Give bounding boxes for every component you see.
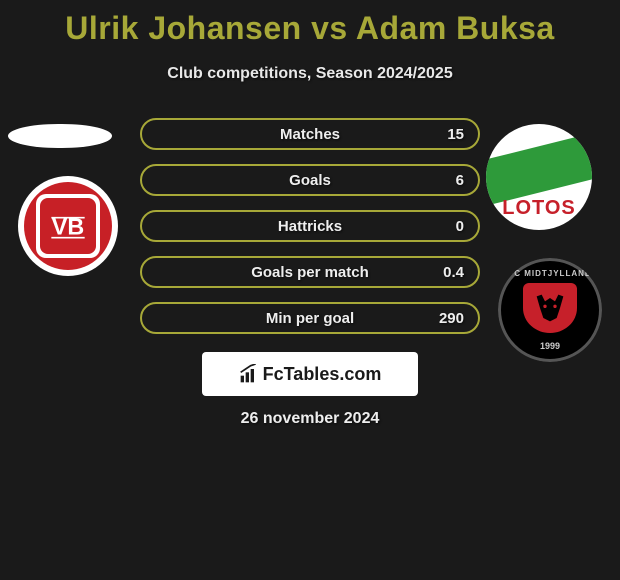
lotos-label: LOTOS: [486, 197, 592, 220]
vb-text-icon: VB: [43, 209, 93, 243]
stat-label: Min per goal: [266, 310, 354, 327]
badge-midtjylland-icon: FC MIDTJYLLAND 1999: [498, 258, 602, 362]
fctables-label: FcTables.com: [263, 364, 382, 385]
stat-row: Min per goal 290: [140, 302, 480, 334]
stat-label: Goals: [289, 172, 331, 189]
stat-value: 6: [456, 172, 464, 189]
page-title: Ulrik Johansen vs Adam Buksa: [0, 0, 620, 47]
midt-year-label: 1999: [501, 341, 599, 351]
stat-row: Goals 6: [140, 164, 480, 196]
stat-label: Goals per match: [251, 264, 369, 281]
fctables-link[interactable]: FcTables.com: [202, 352, 418, 396]
wolf-icon: [533, 293, 567, 323]
badge-lechia-icon: LOTOS: [486, 124, 592, 230]
date-label: 26 november 2024: [0, 410, 620, 428]
stat-value: 0.4: [443, 264, 464, 281]
stat-value: 0: [456, 218, 464, 235]
stat-row: Matches 15: [140, 118, 480, 150]
stat-row: Goals per match 0.4: [140, 256, 480, 288]
badge-vejle-icon: VB: [18, 176, 118, 276]
stat-value: 290: [439, 310, 464, 327]
badge-blank-oval-icon: [8, 124, 112, 148]
stat-row: Hattricks 0: [140, 210, 480, 242]
midt-top-label: FC MIDTJYLLAND: [501, 269, 599, 278]
stat-value: 15: [447, 126, 464, 143]
subtitle: Club competitions, Season 2024/2025: [0, 65, 620, 83]
stat-label: Matches: [280, 126, 340, 143]
stats-list: Matches 15 Goals 6 Hattricks 0 Goals per…: [140, 118, 480, 348]
stat-label: Hattricks: [278, 218, 342, 235]
bar-chart-icon: [239, 364, 259, 384]
